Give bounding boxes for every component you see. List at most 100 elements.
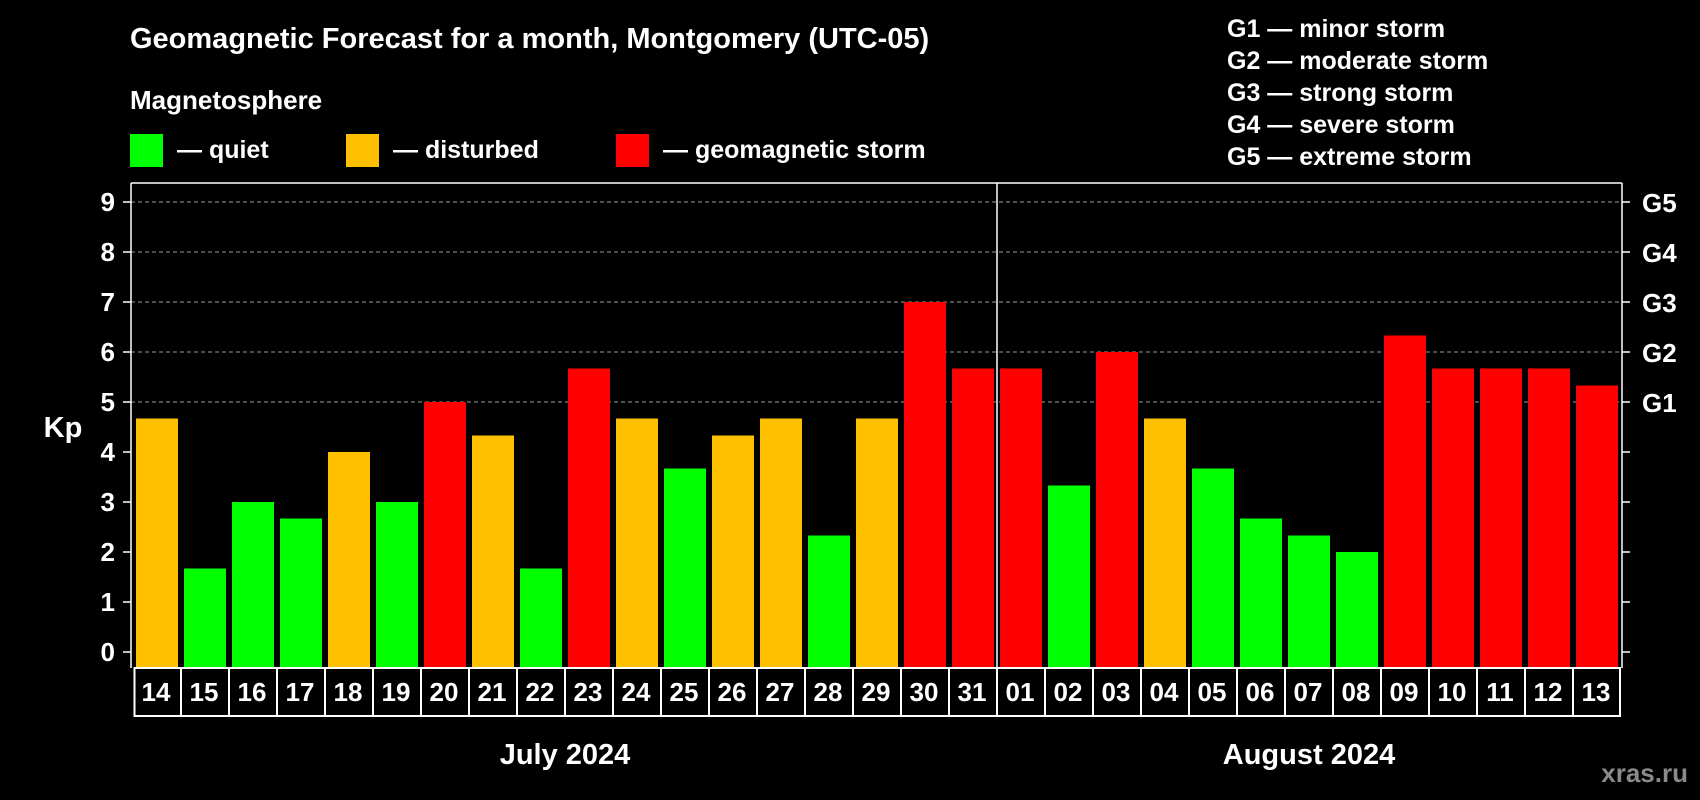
y-tick-label: 7 <box>101 287 115 317</box>
bar <box>1288 535 1330 668</box>
y-tick-label: 4 <box>101 437 116 467</box>
y-tick-label: 5 <box>101 387 115 417</box>
bar-series <box>136 302 1618 668</box>
day-tick-label: 21 <box>478 677 507 707</box>
bar <box>1048 485 1090 668</box>
plot-frame <box>130 182 1623 668</box>
bar <box>616 418 658 668</box>
day-tick-label: 19 <box>382 677 411 707</box>
day-tick-label: 05 <box>1198 677 1227 707</box>
storm-level-legend: G1 — minor storm G2 — moderate storm G3 — … <box>1227 15 1488 171</box>
bar <box>1192 468 1234 668</box>
bar <box>1096 352 1138 668</box>
y-tick-label: 6 <box>101 337 115 367</box>
storm-tick-label: G3 <box>1642 288 1677 318</box>
day-tick-label: 01 <box>1006 677 1035 707</box>
bar <box>808 535 850 668</box>
day-tick-label: 31 <box>958 677 987 707</box>
y-tick-label: 0 <box>101 637 115 667</box>
legend-label: — geomagnetic storm <box>663 136 926 164</box>
day-tick-label: 03 <box>1102 677 1131 707</box>
chart-title: Geomagnetic Forecast for a month, Montgo… <box>130 23 929 55</box>
bar <box>952 368 994 668</box>
day-tick-label: 12 <box>1534 677 1563 707</box>
bar <box>520 568 562 668</box>
storm-tick-label: G5 <box>1642 188 1677 218</box>
day-tick-label: 26 <box>718 677 747 707</box>
storm-level-item: G3 — strong storm <box>1227 79 1453 107</box>
day-tick-label: 07 <box>1294 677 1323 707</box>
day-tick-label: 14 <box>142 677 171 707</box>
legend-label: — quiet <box>177 136 269 164</box>
bar <box>1384 335 1426 668</box>
day-tick-label: 25 <box>670 677 699 707</box>
legend-swatch <box>346 134 379 167</box>
bar <box>1480 368 1522 668</box>
bar <box>568 368 610 668</box>
grid-lines <box>131 201 1622 403</box>
bar <box>1336 552 1378 668</box>
day-tick-label: 13 <box>1582 677 1611 707</box>
storm-tick-label: G4 <box>1642 238 1677 268</box>
bar <box>1000 368 1042 668</box>
storm-level-item: G5 — extreme storm <box>1227 143 1472 171</box>
day-tick-label: 30 <box>910 677 939 707</box>
day-tick-label: 24 <box>622 677 651 707</box>
bar <box>424 402 466 668</box>
storm-tick-label: G2 <box>1642 338 1677 368</box>
storm-axis: G1 G2 G3 G4 G5 <box>1622 188 1677 653</box>
bar <box>760 418 802 668</box>
storm-level-item: G1 — minor storm <box>1227 15 1445 43</box>
legend-label: — disturbed <box>393 136 539 164</box>
day-tick-label: 09 <box>1390 677 1419 707</box>
bar <box>1432 368 1474 668</box>
bar <box>136 418 178 668</box>
legend-swatch <box>130 134 163 167</box>
day-tick-label: 16 <box>238 677 267 707</box>
bar <box>472 435 514 668</box>
y-axis: 0 1 2 3 4 5 6 7 8 9 <box>101 187 131 667</box>
day-tick-label: 28 <box>814 677 843 707</box>
bar <box>1576 385 1618 668</box>
day-tick-label: 23 <box>574 677 603 707</box>
month-label: July 2024 <box>500 739 631 771</box>
watermark: xras.ru <box>1601 758 1688 788</box>
day-tick-label: 08 <box>1342 677 1371 707</box>
storm-level-item: G2 — moderate storm <box>1227 47 1488 75</box>
day-tick-label: 17 <box>286 677 315 707</box>
storm-tick-label: G1 <box>1642 388 1677 418</box>
y-tick-label: 8 <box>101 237 115 267</box>
day-tick-label: 29 <box>862 677 891 707</box>
day-tick-label: 27 <box>766 677 795 707</box>
day-tick-label: 22 <box>526 677 555 707</box>
legend-swatch <box>616 134 649 167</box>
bar <box>1240 518 1282 668</box>
day-tick-label: 02 <box>1054 677 1083 707</box>
day-tick-label: 06 <box>1246 677 1275 707</box>
bar <box>376 502 418 668</box>
bar <box>280 518 322 668</box>
y-tick-label: 2 <box>101 537 115 567</box>
bar <box>712 435 754 668</box>
bar <box>856 418 898 668</box>
month-label: August 2024 <box>1223 739 1395 771</box>
day-tick-label: 10 <box>1438 677 1467 707</box>
day-tick-label: 04 <box>1150 677 1179 707</box>
bar <box>1528 368 1570 668</box>
y-tick-label: 3 <box>101 487 115 517</box>
day-tick-label: 20 <box>430 677 459 707</box>
y-tick-label: 1 <box>101 587 115 617</box>
bar <box>1144 418 1186 668</box>
color-legend: — quiet — disturbed — geomagnetic storm <box>130 134 926 167</box>
legend-subtitle: Magnetosphere <box>130 85 322 115</box>
day-tick-label: 18 <box>334 677 363 707</box>
y-axis-label: Kp <box>44 412 83 444</box>
y-tick-label: 9 <box>101 187 115 217</box>
bar <box>328 452 370 668</box>
day-cells-border <box>133 667 1621 717</box>
day-tick-label: 11 <box>1486 677 1514 707</box>
bar <box>184 568 226 668</box>
storm-level-item: G4 — severe storm <box>1227 111 1455 139</box>
day-tick-label: 15 <box>190 677 219 707</box>
